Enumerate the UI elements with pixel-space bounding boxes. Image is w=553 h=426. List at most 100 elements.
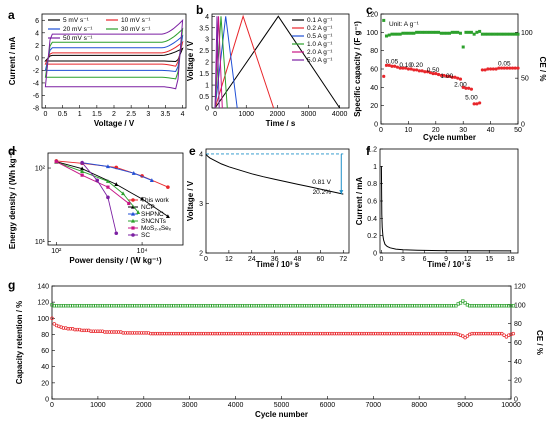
retention-point (307, 331, 311, 336)
x-tick-label: 12 (225, 256, 233, 263)
rate-label: 0.20 (410, 62, 423, 69)
retention-point (298, 331, 302, 336)
ce-point (448, 31, 451, 35)
y-axis-label: Current / mA (8, 37, 17, 86)
ce-point (508, 32, 512, 36)
y-tick-label: 20 (514, 378, 522, 385)
ce-point (511, 32, 515, 36)
retention-point (194, 331, 199, 336)
x-axis-label: Power density / (W kg⁻¹) (69, 256, 162, 265)
legend-label: SC (141, 232, 150, 239)
y-tick-label: 0 (514, 397, 518, 404)
ce-point (442, 31, 446, 35)
y-tick-label: 2 (205, 60, 209, 67)
capacity-point (467, 86, 471, 90)
y2-axis-label: CE / % (538, 57, 547, 82)
ce-point (426, 30, 430, 34)
retention-point (240, 331, 245, 336)
retention-point (376, 331, 380, 336)
capacity-point (436, 72, 441, 77)
legend-marker (131, 218, 135, 223)
ce-point (445, 31, 449, 35)
ce-point (494, 32, 498, 36)
capacity-point (409, 67, 413, 71)
retention-point (238, 331, 242, 336)
legend-marker (131, 226, 135, 230)
retention-point (68, 327, 73, 331)
retention-point (171, 331, 176, 336)
y-tick-label: 100 (514, 302, 526, 309)
retention-point (357, 331, 362, 336)
retention-point (330, 331, 334, 336)
ragone-point (105, 164, 110, 169)
retention-point (428, 331, 433, 336)
retention-point (500, 331, 504, 336)
y-tick-label: 100 (37, 316, 49, 323)
x-axis-label: Cycle number (423, 133, 476, 142)
capacity-point (494, 67, 498, 71)
capacity-point (469, 87, 474, 91)
capacity-point (406, 67, 410, 71)
retention-point (424, 331, 428, 336)
retention-point (419, 331, 424, 336)
ragone-point (106, 185, 110, 189)
retention-point (309, 331, 314, 336)
panel-letter: d (8, 144, 15, 158)
capacity-point (472, 102, 476, 106)
y-tick-label: 0 (45, 397, 49, 404)
retention-point (148, 331, 153, 336)
y-tick-label: 60 (41, 348, 49, 355)
retention-point (50, 316, 54, 321)
capacity-point (412, 68, 416, 72)
y-axis-label: Voltage / V (186, 40, 195, 81)
capacity-point (483, 68, 487, 72)
retention-point (371, 331, 376, 336)
ragone-point (149, 178, 154, 182)
y-tick-label: 3.5 (199, 25, 209, 32)
x-tick-label: 48 (294, 256, 302, 263)
retention-point (114, 330, 119, 334)
capacity-point (510, 66, 515, 70)
retention-point (431, 331, 435, 336)
retention-point (224, 331, 229, 336)
retention-point (422, 331, 426, 336)
x-tick-label: 15 (485, 256, 493, 263)
y-tick-label: 0.8 (367, 181, 377, 188)
panel-a: a 0 0.5 1 1.5 2 2.5 3 3.5 4 -8 -6 -4 -2 0 2 4 6 Voltage / … (8, 8, 187, 128)
x-tick-label: 50 (514, 127, 522, 134)
cv-curve (44, 40, 184, 67)
y-tick-label: 140 (37, 284, 49, 291)
x-tick-label: 10000 (501, 402, 521, 409)
retention-point (346, 331, 350, 336)
retention-point (125, 331, 130, 335)
unit-note: Unit: A g⁻¹ (389, 21, 420, 28)
y-tick-label: 40 (514, 359, 522, 366)
retention-point (325, 331, 330, 336)
capacity-point (453, 75, 457, 79)
capacity-point (445, 74, 449, 78)
retention-point (272, 331, 277, 336)
x-tick-label: 2.5 (126, 111, 136, 118)
ce-point (483, 32, 487, 36)
capacity-point (450, 75, 454, 79)
retention-point (497, 331, 502, 336)
retention-point (247, 331, 252, 336)
capacity-point (489, 67, 493, 71)
retention-point (217, 331, 222, 336)
ragone-point (80, 169, 85, 173)
retention-point (222, 331, 226, 336)
retention-point (362, 331, 366, 336)
y-tick-label: 20 (41, 380, 49, 387)
retention-point (256, 331, 261, 336)
retention-point (197, 331, 201, 336)
retention-point (66, 327, 70, 331)
legend-label: MoS₂.ₓSeₓ (141, 225, 172, 232)
ce-point (393, 32, 397, 36)
ce-point (461, 299, 465, 303)
capacity-point (395, 65, 400, 69)
ce-point (463, 301, 467, 305)
capacity-point (497, 66, 501, 70)
retention-point (323, 331, 327, 336)
plot-frame (205, 148, 350, 254)
retention-point (385, 331, 389, 336)
